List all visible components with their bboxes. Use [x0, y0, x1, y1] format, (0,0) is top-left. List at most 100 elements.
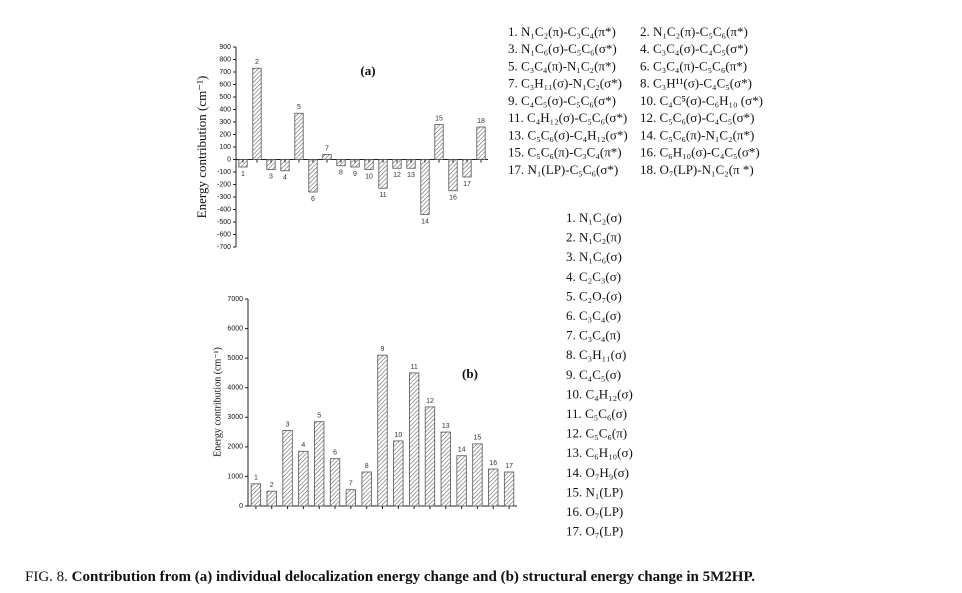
bar-number: 12: [393, 172, 401, 179]
legend-item: 1. N₁C₂(σ): [566, 210, 622, 225]
y-tick-label: -700: [217, 244, 231, 251]
legend-item: 10. C₄C⁵(σ)-C₆H₁₀ (σ*): [640, 93, 763, 108]
bar: [282, 430, 293, 507]
bar: [488, 468, 499, 507]
bar: [472, 443, 483, 507]
bar-number: 6: [333, 450, 337, 457]
bar: [314, 421, 325, 507]
bar-number: 18: [477, 118, 485, 125]
legend-item: 17. O₇(LP): [566, 524, 623, 539]
legend-item: 2. N₁C₂(π)-C₅C₆(π*): [640, 24, 748, 39]
caption: FIG. 8. Contribution from (a) individual…: [25, 569, 755, 585]
bar-number: 1: [254, 475, 258, 482]
y-tick-label: 1000: [227, 473, 243, 480]
legend-item: 5. C₃C₄(π)-N₁C₂(π*): [508, 58, 616, 73]
legend-item: 15. C₅C₆(π)-C₃C₄(π*): [508, 145, 622, 160]
y-tick-label: 600: [219, 81, 231, 88]
bar-number: 4: [283, 175, 287, 182]
legend-item: 4. C₃C₄(σ)-C₄C₅(σ*): [640, 41, 748, 56]
legend-item: 2. N₁C₂(π): [566, 230, 621, 245]
bar-number: 10: [365, 173, 373, 180]
legend-item: 16. O₇(LP): [566, 504, 623, 519]
bar: [378, 159, 388, 189]
panel-label: (a): [360, 63, 375, 78]
legend-item: 7. C₃H₁₁(σ)-N₁C₂(σ*): [508, 76, 622, 91]
bar: [252, 67, 262, 160]
legend-item: 16. C₆H₁₀(σ)-C₄C₅(σ*): [640, 145, 760, 160]
legend-item: 6. C₃C₄(σ): [566, 308, 621, 323]
y-tick-label: 5000: [227, 355, 243, 362]
legend-item: 9. C₄C₅(σ)-C₅C₆(σ*): [508, 93, 616, 108]
bar-number: 1: [241, 171, 245, 178]
bar-number: 7: [349, 481, 353, 488]
caption-text: Contribution from (a) individual delocal…: [72, 569, 756, 585]
y-tick-label: -600: [217, 231, 231, 238]
y-tick-label: 6000: [227, 325, 243, 332]
legend-item: 14. O₇H₉(σ): [566, 465, 629, 480]
y-tick-label: 500: [219, 94, 231, 101]
bar: [440, 431, 451, 507]
bar: [448, 159, 458, 192]
bar-number: 6: [311, 196, 315, 203]
legend-item: 5. C₂O₇(σ): [566, 288, 622, 303]
bar-number: 13: [407, 172, 415, 179]
bar: [322, 154, 332, 160]
bar-number: 14: [421, 218, 429, 225]
y-tick-label: 700: [219, 69, 231, 76]
legend-item: 8. C₃H₁₁(σ): [566, 347, 626, 362]
y-tick-label: 300: [219, 119, 231, 126]
bar-number: 3: [286, 421, 290, 428]
bar-number: 15: [474, 435, 482, 442]
y-tick-label: 7000: [227, 296, 243, 303]
bar: [250, 483, 262, 507]
bar-number: 8: [365, 463, 369, 470]
legend-item: 4. C₂C₃(σ): [566, 269, 621, 284]
bar-number: 9: [381, 346, 385, 353]
y-tick-label: -300: [217, 194, 231, 201]
bar: [456, 455, 467, 507]
legend-item: 3. N₁C₆(σ)-C₅C₆(σ*): [508, 41, 617, 56]
y-tick-label: 900: [219, 44, 231, 51]
bar-number: 12: [426, 398, 434, 405]
bar: [503, 471, 515, 507]
y-axis-label: Energy contribution (cm⁻¹): [212, 347, 223, 457]
bar-number: 11: [379, 192, 386, 199]
bar: [476, 126, 486, 160]
bar-number: 16: [489, 460, 497, 467]
bar: [329, 458, 341, 507]
legend-item: 13. C₆H₁₀(σ): [566, 445, 633, 460]
bar-number: 17: [505, 463, 513, 470]
legend-item: 7. C₃C₄(π): [566, 328, 621, 343]
legend-item: 11. C₅C₆(σ): [566, 406, 627, 421]
bar: [377, 354, 388, 507]
legend-item: 18. O₇(LP)-N₁C₂(π *): [640, 162, 754, 177]
bar-number: 11: [411, 364, 418, 371]
legend-item: 6. C₃C₄(π)-C₅C₆(π*): [640, 58, 747, 73]
y-tick-label: 4000: [227, 385, 243, 392]
bar-number: 15: [435, 115, 443, 122]
panel-label: (b): [462, 366, 478, 381]
y-tick-label: 3000: [227, 414, 243, 421]
bar-number: 9: [353, 171, 357, 178]
bar-number: 17: [463, 181, 471, 188]
y-tick-label: -400: [217, 206, 231, 213]
bar: [345, 489, 357, 507]
legend-item: 8. C₃H¹¹(σ)-C₄C₅(σ*): [640, 76, 752, 91]
bar: [361, 471, 372, 507]
y-tick-label: 800: [219, 56, 231, 63]
legend-item: 13. C₅C₆(σ)-C₄H₁₂(σ*): [508, 127, 628, 142]
legend-item: 10. C₄H₁₂(σ): [566, 386, 633, 401]
legend-item: 1. N₁C₂(π)-C₃C₄(π*): [508, 24, 616, 39]
bar: [424, 406, 436, 507]
y-axis-label: Energy contribution (cm⁻¹): [194, 76, 209, 219]
bar-number: 13: [442, 423, 450, 430]
bar: [308, 159, 318, 193]
bar-number: 8: [339, 170, 343, 177]
y-tick-label: -500: [217, 219, 231, 226]
y-tick-label: 0: [227, 156, 231, 163]
bar-number: 16: [449, 195, 457, 202]
bar: [434, 124, 444, 160]
bar-number: 2: [255, 59, 259, 66]
bar-number: 10: [394, 432, 402, 439]
